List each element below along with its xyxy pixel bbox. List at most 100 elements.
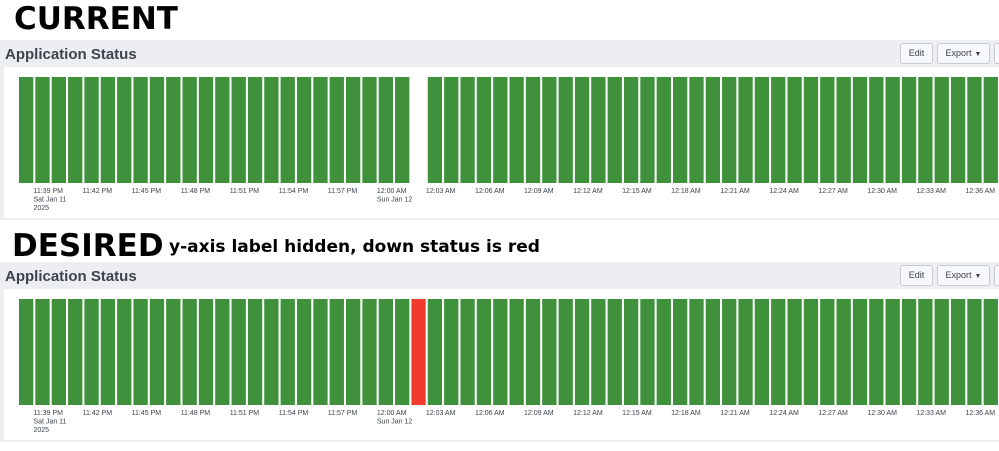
status-bar-up[interactable] xyxy=(574,77,590,183)
status-bar-up[interactable] xyxy=(68,77,83,183)
status-bar-up[interactable] xyxy=(84,299,99,405)
status-bar-up[interactable] xyxy=(820,77,835,183)
status-bar-up[interactable] xyxy=(444,299,459,405)
status-bar-up[interactable] xyxy=(313,299,328,405)
status-bar-up[interactable] xyxy=(247,299,263,405)
status-bar-up[interactable] xyxy=(84,77,99,183)
status-bar-up[interactable] xyxy=(19,77,34,183)
status-bar-up[interactable] xyxy=(623,77,639,183)
edit-button[interactable]: Edit xyxy=(900,265,933,286)
status-bar-up[interactable] xyxy=(476,299,492,405)
status-bar-up[interactable] xyxy=(787,77,802,183)
more-button[interactable] xyxy=(994,265,999,286)
status-bar-up[interactable] xyxy=(967,299,982,405)
status-bar-up[interactable] xyxy=(623,299,639,405)
status-bar-up[interactable] xyxy=(280,77,295,183)
status-bar-up[interactable] xyxy=(591,299,606,405)
more-button[interactable] xyxy=(994,43,999,64)
status-bar-up[interactable] xyxy=(215,77,230,183)
status-bar-up[interactable] xyxy=(820,299,835,405)
status-bar-up[interactable] xyxy=(182,77,197,183)
status-bar-up[interactable] xyxy=(803,299,819,405)
status-bar-up[interactable] xyxy=(166,299,181,405)
status-bar-up[interactable] xyxy=(51,77,66,183)
status-bar-up[interactable] xyxy=(607,299,622,405)
status-bar-up[interactable] xyxy=(542,77,557,183)
status-bar-up[interactable] xyxy=(460,77,475,183)
status-bar-up[interactable] xyxy=(149,299,165,405)
status-bar-up[interactable] xyxy=(231,299,246,405)
status-bar-up[interactable] xyxy=(182,299,197,405)
status-bar-up[interactable] xyxy=(869,77,884,183)
status-bar-up[interactable] xyxy=(117,77,132,183)
status-bar-up[interactable] xyxy=(656,77,671,183)
status-bar-up[interactable] xyxy=(35,77,50,183)
status-bar-up[interactable] xyxy=(836,77,851,183)
edit-button[interactable]: Edit xyxy=(900,43,933,64)
status-bar-up[interactable] xyxy=(329,299,344,405)
status-bar-up[interactable] xyxy=(738,299,753,405)
status-bar-up[interactable] xyxy=(215,299,230,405)
status-bar-up[interactable] xyxy=(100,299,116,405)
status-bar-up[interactable] xyxy=(656,299,671,405)
status-bar-down[interactable] xyxy=(411,299,426,405)
status-bar-up[interactable] xyxy=(427,299,443,405)
status-bar-up[interactable] xyxy=(918,299,933,405)
status-bar-up[interactable] xyxy=(852,299,868,405)
status-bar-up[interactable] xyxy=(967,77,982,183)
status-bar-up[interactable] xyxy=(934,77,949,183)
status-bar-down[interactable] xyxy=(411,77,426,183)
status-bar-up[interactable] xyxy=(68,299,83,405)
status-bar-up[interactable] xyxy=(509,299,524,405)
status-bar-up[interactable] xyxy=(296,77,312,183)
status-bar-up[interactable] xyxy=(689,77,704,183)
status-bar-up[interactable] xyxy=(117,299,132,405)
status-bar-up[interactable] xyxy=(934,299,949,405)
status-bar-up[interactable] xyxy=(836,299,851,405)
status-bar-up[interactable] xyxy=(558,77,573,183)
status-bar-up[interactable] xyxy=(525,299,541,405)
status-bar-up[interactable] xyxy=(705,299,720,405)
status-bar-up[interactable] xyxy=(100,77,116,183)
status-bar-up[interactable] xyxy=(460,299,475,405)
status-bar-up[interactable] xyxy=(231,77,246,183)
status-bar-up[interactable] xyxy=(313,77,328,183)
status-bar-up[interactable] xyxy=(901,77,917,183)
status-bar-up[interactable] xyxy=(198,77,214,183)
status-bar-up[interactable] xyxy=(362,77,377,183)
status-bar-up[interactable] xyxy=(722,299,737,405)
status-bar-up[interactable] xyxy=(378,299,393,405)
status-bar-up[interactable] xyxy=(950,299,966,405)
status-bar-up[interactable] xyxy=(901,299,917,405)
status-bar-up[interactable] xyxy=(296,299,312,405)
status-bar-up[interactable] xyxy=(444,77,459,183)
status-bar-up[interactable] xyxy=(395,299,410,405)
status-bar-up[interactable] xyxy=(754,299,770,405)
status-bar-up[interactable] xyxy=(51,299,66,405)
status-bar-up[interactable] xyxy=(476,77,492,183)
status-bar-up[interactable] xyxy=(689,299,704,405)
status-bar-up[interactable] xyxy=(280,299,295,405)
status-bar-up[interactable] xyxy=(754,77,770,183)
status-bar-up[interactable] xyxy=(133,77,148,183)
status-bar-up[interactable] xyxy=(983,299,998,405)
status-bar-up[interactable] xyxy=(885,77,900,183)
status-bar-up[interactable] xyxy=(198,299,214,405)
status-bar-up[interactable] xyxy=(803,77,819,183)
export-button[interactable]: Export ▼ xyxy=(937,265,990,286)
status-bar-up[interactable] xyxy=(264,77,279,183)
status-bar-up[interactable] xyxy=(264,299,279,405)
status-bar-up[interactable] xyxy=(607,77,622,183)
status-bar-up[interactable] xyxy=(738,77,753,183)
status-bar-up[interactable] xyxy=(346,77,361,183)
status-bar-up[interactable] xyxy=(378,77,393,183)
status-bar-up[interactable] xyxy=(166,77,181,183)
status-bar-up[interactable] xyxy=(493,299,508,405)
status-bar-up[interactable] xyxy=(852,77,868,183)
status-bar-up[interactable] xyxy=(133,299,148,405)
status-bar-up[interactable] xyxy=(427,77,443,183)
status-bar-up[interactable] xyxy=(787,299,802,405)
status-bar-up[interactable] xyxy=(640,77,655,183)
status-bar-up[interactable] xyxy=(395,77,410,183)
status-bar-up[interactable] xyxy=(19,299,34,405)
